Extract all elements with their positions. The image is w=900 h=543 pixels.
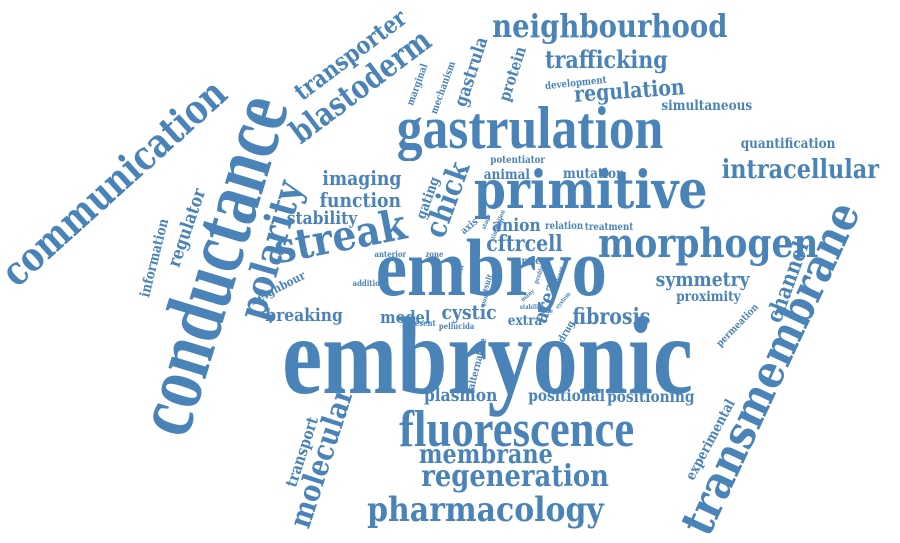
word-anterior: anterior <box>374 249 406 259</box>
word-stability: stability <box>286 208 358 229</box>
word-role: role <box>521 256 541 267</box>
word-addition: addition <box>352 278 385 288</box>
word-gastrulation: gastrulation <box>396 95 664 161</box>
word-function: function <box>319 188 401 212</box>
word-embryo: embryo <box>375 222 607 313</box>
word-plasmon: plasmon <box>423 385 497 406</box>
word-breaking: breaking <box>265 305 343 326</box>
word-regeneration: regeneration <box>421 459 609 494</box>
word-fibrosis: fibrosis <box>571 304 650 330</box>
word-embryonic: embryonic <box>281 295 693 417</box>
word-potentiator: potentiator <box>489 155 545 166</box>
word-line: line <box>541 308 553 315</box>
word-animal: animal <box>483 167 531 183</box>
word-treatment: treatment <box>584 222 634 233</box>
word-positional: positional <box>527 386 605 405</box>
word-pharmacology: pharmacology <box>366 490 604 530</box>
word-extra: extra <box>507 313 543 329</box>
word-simultaneous: simultaneous <box>661 98 753 114</box>
word-pellucida: pellucida <box>438 321 474 331</box>
word-cystic: cystic <box>441 300 497 324</box>
word-neighbourhood: neighbourhood <box>492 7 728 45</box>
word-stability-small: stability <box>519 304 543 311</box>
word-relation: relation <box>545 221 584 232</box>
word-model: model <box>379 307 430 328</box>
word-imaging: imaging <box>322 166 402 190</box>
word-trafficking: trafficking <box>544 45 668 74</box>
word-quantification: quantification <box>740 136 836 152</box>
word-present: present <box>406 318 436 328</box>
word-anion: anion <box>491 215 541 236</box>
word-proximity: proximity <box>675 289 741 305</box>
word-mutation: mutation <box>563 166 625 182</box>
word-zone: zone <box>424 249 443 259</box>
word-positioning: positioning <box>607 387 695 406</box>
word-morphogen: morphogen <box>597 220 819 267</box>
word-symmetry: symmetry <box>655 267 750 291</box>
word-intracellular: intracellular <box>721 155 879 185</box>
word-cftrcell: cftrcell <box>485 231 563 257</box>
word-primitive: primitive <box>473 160 707 221</box>
word-fluorescence: fluorescence <box>398 401 634 458</box>
word-membrane: membrane <box>418 440 553 470</box>
